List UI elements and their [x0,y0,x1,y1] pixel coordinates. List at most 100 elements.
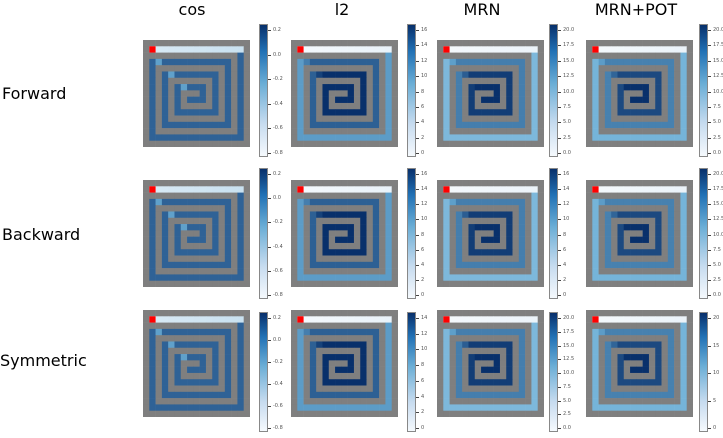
maze-wall-cell [437,192,444,200]
maze-wall-cell [604,128,612,135]
maze-wall-cell [372,40,380,47]
maze-wall-cell [655,268,662,275]
maze-open-cell [531,90,539,97]
maze-wall-cell [655,192,662,200]
maze-wall-cell [667,52,675,60]
maze-open-cell [335,261,342,269]
maze-open-cell [385,379,393,386]
maze-wall-cell [391,310,398,317]
colorbar-l2-row-1: 16 14 12 10 8 6 4 2 0 [407,168,433,299]
maze-wall-cell [212,410,219,417]
maze-wall-cell [674,354,681,361]
maze-wall-cell [243,261,250,269]
maze-wall-cell [525,224,532,231]
maze-wall-cell [455,310,463,317]
maze-open-cell [487,316,494,323]
maze-wall-cell [322,77,330,85]
maze-wall-cell [335,255,342,263]
maze-wall-cell [335,115,342,123]
maze-wall-cell [604,268,612,275]
maze-wall-cell [199,398,207,405]
maze-open-cell [474,328,482,336]
maze-wall-cell [161,268,169,275]
maze-open-cell [667,58,675,66]
maze-wall-cell [537,192,544,200]
maze-open-cell [474,109,482,116]
maze-wall-cell [168,280,175,287]
maze-open-cell [335,328,342,336]
colorbar-tick-mark [558,153,561,154]
maze-open-cell [642,366,650,374]
maze-wall-cell [487,360,494,367]
maze-wall-cell [661,109,669,116]
maze-wall-cell [231,255,238,263]
maze-open-cell [297,77,304,85]
maze-open-cell [155,328,163,336]
maze-wall-cell [481,230,488,237]
maze-wall-cell [155,385,163,393]
maze-open-cell [347,249,355,256]
maze-open-cell [385,96,393,104]
maze-wall-cell [437,341,444,349]
maze-wall-cell [243,341,250,349]
maze-open-cell [224,90,232,97]
maze-wall-cell [303,410,311,417]
maze-open-cell [462,198,469,206]
maze-wall-cell [218,230,226,237]
maze-wall-cell [686,354,693,361]
maze-wall-cell [437,274,444,282]
maze-open-cell [199,96,207,104]
maze-open-cell [347,261,355,269]
maze-wall-cell [193,180,200,187]
maze-wall-cell [474,372,482,380]
maze-wall-cell [218,360,226,367]
maze-wall-cell [366,379,374,386]
maze-open-cell [360,217,367,225]
maze-wall-cell [525,90,532,97]
maze-wall-cell [297,322,304,330]
maze-open-cell [322,261,330,269]
maze-wall-cell [180,372,188,380]
maze-wall-cell [391,134,398,142]
maze-wall-cell [525,341,532,349]
maze-open-cell [655,102,662,110]
maze-wall-cell [180,115,188,123]
maze-wall-cell [598,249,606,256]
maze-wall-cell [686,211,693,219]
colorbar-tick-label: 10 [421,73,428,80]
maze-open-cell [630,366,637,374]
maze-wall-cell [391,217,398,225]
maze-wall-cell [604,310,612,317]
maze-wall-cell [537,347,544,355]
maze-open-cell [174,274,182,282]
maze-wall-cell [525,140,532,147]
maze-wall-cell [525,205,532,212]
maze-wall-cell [680,40,688,47]
maze-wall-cell [437,249,444,256]
maze-open-cell [604,347,612,355]
maze-open-cell [481,274,488,282]
goal-marker [443,46,450,53]
maze-open-cell [212,224,219,231]
maze-open-cell [531,366,539,374]
maze-wall-cell [474,140,482,147]
goal-marker [149,186,156,193]
maze-open-cell [642,211,650,219]
maze-open-cell [468,236,476,244]
maze-wall-cell [309,322,317,330]
maze-open-cell [531,385,539,393]
maze-open-cell [199,90,207,97]
colorbar-l2-row-0: 16 14 12 10 8 6 4 2 0 [407,24,433,157]
maze-wall-cell [437,224,444,231]
maze-wall-cell [512,90,520,97]
maze-wall-cell [525,280,532,287]
maze-wall-cell [303,96,311,104]
maze-open-cell [237,366,245,374]
maze-wall-cell [366,372,374,380]
maze-open-cell [212,102,219,110]
maze-wall-cell [512,96,520,104]
maze-open-cell [468,341,476,349]
maze-wall-cell [648,52,656,60]
maze-wall-cell [449,366,457,374]
maze-wall-cell [322,128,330,135]
